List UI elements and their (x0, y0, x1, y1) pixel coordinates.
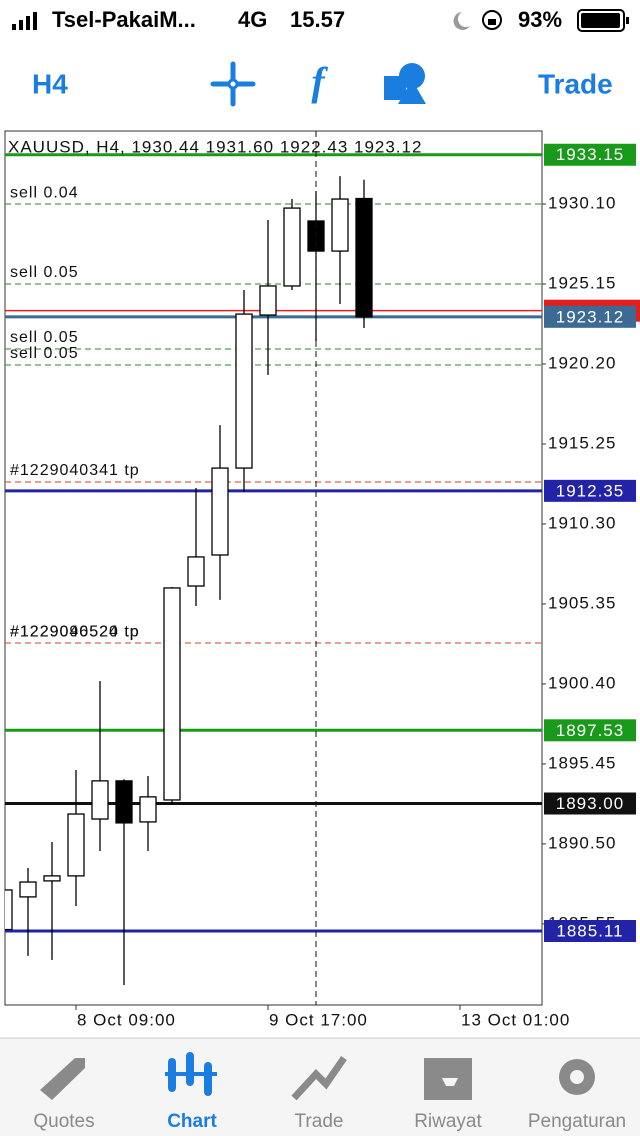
candle-body (91, 780, 109, 820)
tab-label[interactable]: Quotes (33, 1111, 94, 1132)
level-box (544, 305, 636, 328)
objects-button[interactable] (384, 63, 426, 104)
y-tick-label: 1890.50 (548, 833, 616, 852)
network: 4G (238, 7, 267, 32)
candle-body (163, 587, 181, 801)
toolbar: H4 f Trade (32, 59, 613, 107)
tab-label[interactable]: Pengaturan (528, 1111, 626, 1132)
y-tick-label: 1900.40 (548, 673, 616, 692)
crosshair-button[interactable] (210, 61, 256, 107)
candle-body (283, 207, 301, 287)
tab-label[interactable]: Chart (167, 1111, 217, 1132)
candle-body (187, 556, 205, 587)
y-tick-label: 1910.30 (548, 513, 616, 532)
battery-level: 93% (518, 7, 562, 32)
level-box (544, 479, 636, 502)
candle-body (43, 875, 61, 882)
level-box (544, 719, 636, 742)
clock: 15.57 (290, 7, 345, 32)
chart-title: XAUUSD, H4, 1930.44 1931.60 1922.43 1923… (8, 137, 422, 156)
plot (5, 153, 542, 985)
candle-body (67, 813, 85, 877)
candle-body (115, 780, 133, 824)
order-label: sell 0.05 (10, 264, 79, 281)
order-label: sell 0.04 (10, 184, 79, 201)
trade-button[interactable]: Trade (538, 68, 613, 99)
y-tick-label: 1915.25 (548, 433, 616, 452)
tab-bar (0, 1038, 640, 1136)
tabs: Quotes Chart Trade Riwayat Pengaturan (33, 1052, 626, 1132)
x-tick-label: 8 Oct 09:00 (77, 1010, 176, 1029)
candle-body (211, 467, 229, 556)
level-label: 1893.00 (556, 794, 624, 813)
candle-body (139, 796, 157, 823)
level-label: 1933.15 (556, 145, 624, 164)
y-tick-label: 1895.45 (548, 753, 616, 772)
order-label: #1229040341 tp (10, 462, 140, 479)
level-label: 1897.53 (556, 721, 624, 740)
level-label: 1912.35 (556, 481, 624, 500)
plot-area (4, 130, 543, 1006)
status-bar: Tsel-PakaiM... 4G 15.57 93% (12, 7, 629, 32)
candle-body (235, 313, 253, 469)
level-label: 1923.12 (556, 307, 624, 326)
order-label: #1229040520 tp (10, 623, 140, 640)
y-tick-label: 1905.35 (548, 593, 616, 612)
tab-label[interactable]: Riwayat (414, 1111, 482, 1132)
order-label: sell 0.05 (10, 329, 79, 346)
candle-body (259, 285, 277, 316)
order-label: sell 0.05 (10, 345, 79, 362)
candle-body (5, 889, 13, 931)
y-tick-label: 1930.10 (548, 194, 616, 213)
order-label: #1229096524 tp (10, 623, 140, 640)
candle-body (19, 881, 37, 898)
y-tick-label: 1920.20 (548, 353, 616, 372)
tab-label[interactable]: Trade (295, 1111, 344, 1132)
indicators-button[interactable]: f (311, 59, 328, 104)
carrier: Tsel-PakaiM... (52, 7, 196, 32)
timeframe-button[interactable]: H4 (32, 68, 68, 99)
y-tick-label: 1925.15 (548, 274, 616, 293)
level-box (544, 143, 636, 166)
level-box (544, 919, 636, 942)
candle-body (355, 197, 373, 318)
candle-body (331, 198, 349, 252)
level-box (544, 792, 636, 815)
x-tick-label: 9 Oct 17:00 (269, 1010, 368, 1029)
level-label: 1885.11 (556, 921, 623, 940)
x-tick-label: 13 Oct 01:00 (461, 1010, 570, 1029)
